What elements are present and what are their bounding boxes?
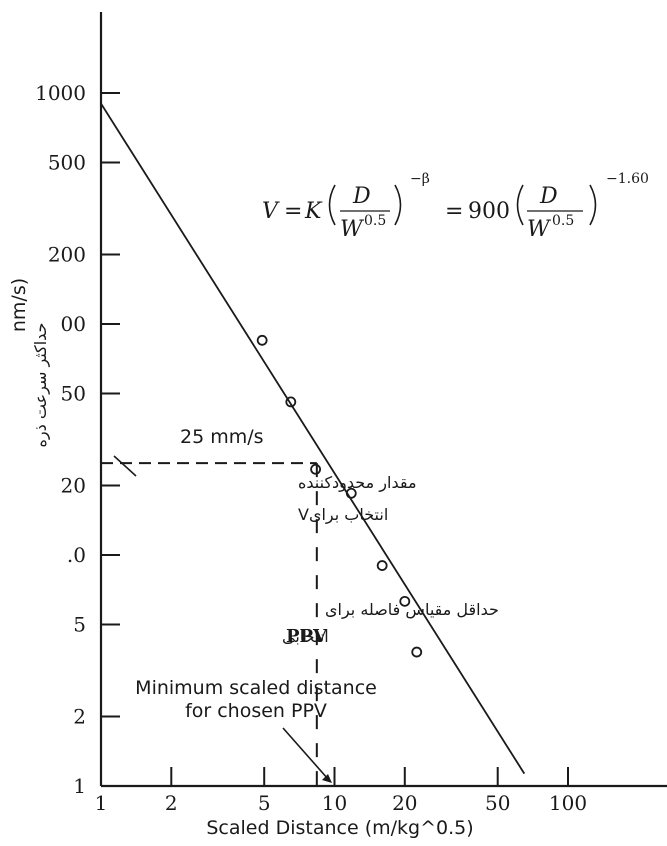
fit-layer [100, 103, 526, 775]
limit-label: 25 mm/s [180, 426, 264, 448]
min-distance-arrowhead [322, 774, 332, 783]
svg-text:0.5: 0.5 [552, 213, 574, 229]
svg-text:=: = [284, 199, 302, 224]
fit-line [100, 103, 526, 775]
fa-min-line2-ppv: PPV [286, 626, 328, 647]
y-tick-label: 20 [61, 473, 86, 497]
limit-layer [101, 462, 318, 786]
en-min-line2: for chosen PPV [185, 700, 327, 722]
fit-formula: V = K D W 0.5 −β = 900 D W 0.5 −1.60 [262, 171, 649, 242]
ticks-layer: 1 2 5 .0 20 50 00 200 500 1000 1 2 5 10 20 50 100 [35, 81, 587, 815]
data-point [345, 487, 357, 499]
y-tick-label: .0 [67, 543, 86, 567]
data-point [411, 646, 423, 658]
svg-text:−1.60: −1.60 [606, 171, 649, 187]
svg-text:W: W [527, 217, 552, 242]
svg-text:W: W [340, 217, 365, 242]
points-layer [256, 334, 423, 658]
x-tick-label: 50 [485, 791, 510, 815]
y-tick-label: 5 [73, 613, 86, 637]
y-tick-label: 1 [73, 774, 86, 798]
data-point [399, 595, 411, 607]
y-tick-label: 2 [73, 704, 86, 728]
data-point [376, 560, 388, 571]
svg-text:0.5: 0.5 [364, 213, 386, 229]
fa-limit-line1: مقدار محدودکننده [298, 473, 417, 493]
svg-text:D: D [539, 184, 558, 209]
en-min-line1: Minimum scaled distance [135, 677, 377, 699]
x-tick-label: 5 [258, 791, 271, 815]
y-tick-label: 500 [48, 151, 86, 175]
svg-text:=: = [445, 199, 463, 224]
x-tick-label: 20 [392, 791, 417, 815]
y-tick-label: 00 [61, 312, 86, 336]
svg-text:K: K [304, 199, 323, 224]
data-point [256, 334, 268, 346]
svg-text:900: 900 [468, 199, 510, 224]
x-tick-label: 2 [165, 791, 178, 815]
y-tick-label: 1000 [35, 81, 86, 105]
y-tick-label: 200 [48, 242, 86, 266]
x-tick-label: 1 [95, 791, 108, 815]
x-tick-label: 10 [322, 791, 347, 815]
fa-min-line1: حداقل مقیاس فاصله برای [325, 600, 499, 620]
data-point [310, 463, 322, 475]
x-axis-title: Scaled Distance (m/kg^0.5) [206, 817, 473, 839]
x-tick-label: 100 [549, 791, 587, 815]
data-point [285, 396, 297, 408]
y-axis-title-en: nm/s) [8, 278, 30, 332]
svg-text:V: V [262, 199, 280, 224]
svg-text:−β: −β [410, 171, 430, 187]
y-tick-label: 50 [61, 382, 86, 406]
svg-text:D: D [352, 184, 371, 209]
fa-limit-line2: انتخاب برایV [298, 505, 388, 525]
min-distance-arrow [282, 727, 329, 780]
y-axis-title-fa: حداکثر سرعت ذره [31, 323, 51, 448]
fa-min-line2-word: انتخابی [282, 627, 329, 646]
limit-pointer [113, 455, 137, 477]
